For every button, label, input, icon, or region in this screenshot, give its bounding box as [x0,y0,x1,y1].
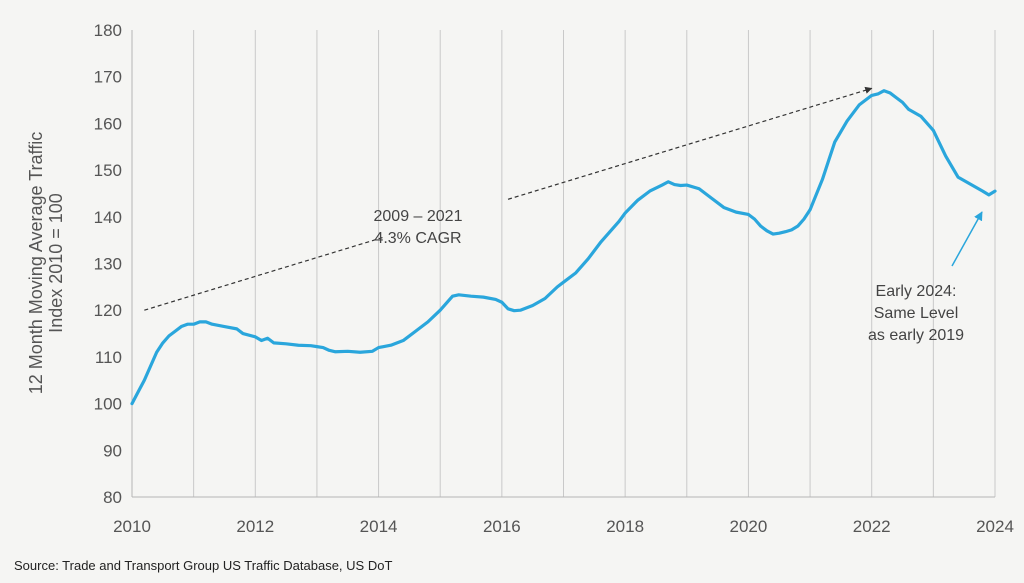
early-2024-annotation-line: Same Level [874,305,959,322]
source-note: Source: Trade and Transport Group US Tra… [14,558,392,573]
axes [131,30,995,498]
annotations: 2009 – 2021 4.3% CAGR Early 2024: Same Leve… [144,86,983,344]
y-tick-label: 120 [94,301,122,320]
x-tick-label: 2018 [606,517,644,536]
cagr-annotation-line: 4.3% CAGR [374,230,461,247]
y-tick-label: 170 [94,68,122,87]
early-2024-arrow [951,211,983,267]
traffic-index-series-line [130,89,997,406]
x-tick-label: 2016 [483,517,521,536]
y-tick-label: 140 [94,208,122,227]
y-tick-label: 80 [103,488,122,507]
vertical-gridlines [131,30,996,497]
y-tick-label: 160 [94,114,122,133]
y-tick-label: 180 [94,21,122,40]
early-2024-annotation-line: as early 2019 [868,327,964,344]
cagr-trend-line-part1 [144,236,385,311]
cagr-annotation-line: 2009 – 2021 [374,208,463,225]
x-tick-label: 2014 [360,517,398,536]
x-tick-label: 2024 [976,517,1014,536]
y-axis-title-line2: Index 2010 = 100 [46,193,66,333]
x-tick-label: 2022 [853,517,891,536]
early-2024-annotation-line: Early 2024: [876,283,957,300]
x-tick-label: 2010 [113,517,151,536]
x-tick-label: 2020 [730,517,768,536]
cagr-trend-arrow [507,86,873,200]
y-tick-label: 150 [94,161,122,180]
y-tick-label: 110 [95,348,122,367]
y-tick-label: 90 [103,441,122,460]
tick-labels: 80 90 100 110 120 130 140 150 160 170 180 2010 2012 2… [94,21,1014,536]
y-axis-title-line1: 12 Month Moving Average Traffic [26,132,46,395]
series-layer [130,89,997,406]
y-tick-label: 100 [94,395,122,414]
y-tick-label: 130 [94,255,122,274]
x-tick-label: 2012 [236,517,274,536]
